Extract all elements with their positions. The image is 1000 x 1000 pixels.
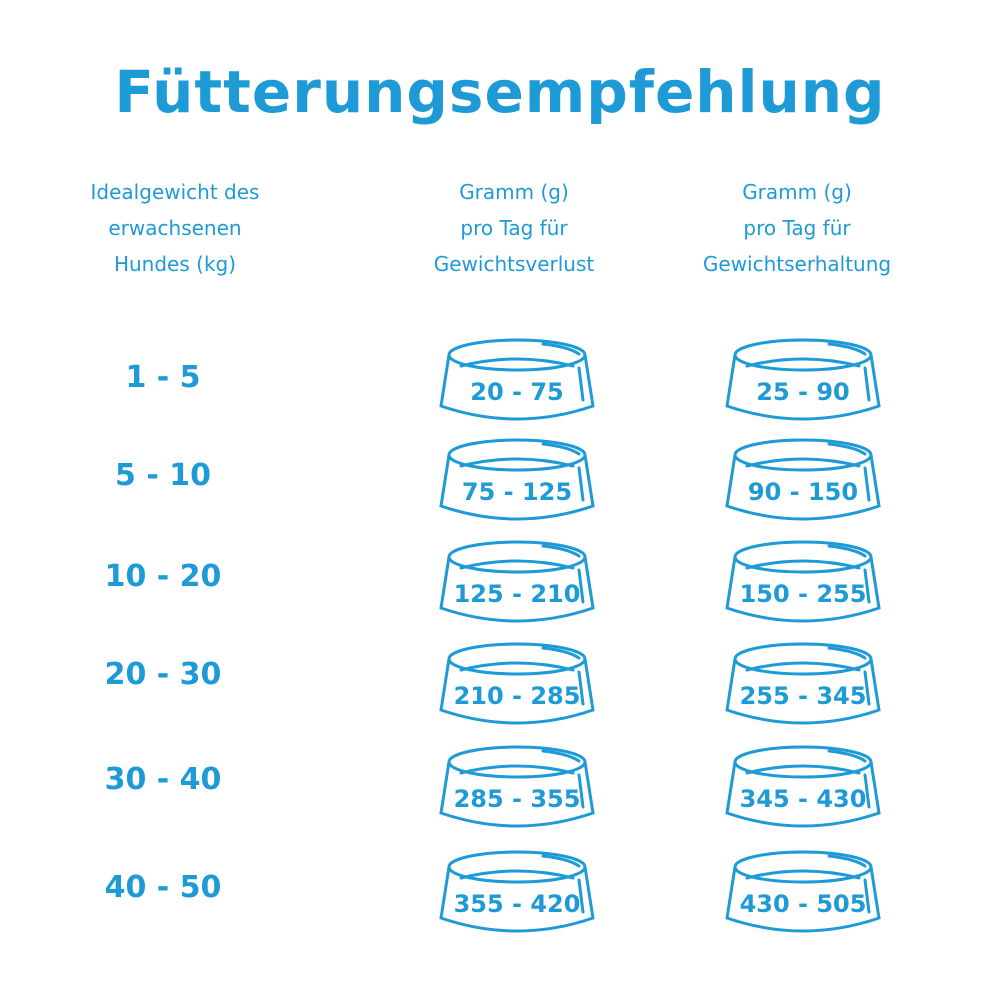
loss-bowl: 355 - 420 bbox=[439, 850, 595, 940]
loss-bowl: 125 - 210 bbox=[439, 540, 595, 630]
weight-range: 20 - 30 bbox=[104, 657, 222, 692]
maintain-bowl: 150 - 255 bbox=[725, 540, 881, 630]
loss-bowl: 20 - 75 bbox=[439, 338, 595, 428]
loss-grams: 125 - 210 bbox=[453, 580, 581, 608]
maintain-grams: 345 - 430 bbox=[739, 785, 867, 813]
maintain-bowl: 25 - 90 bbox=[725, 338, 881, 428]
loss-bowl: 210 - 285 bbox=[439, 642, 595, 732]
maintain-grams: 430 - 505 bbox=[739, 890, 867, 918]
maintain-bowl: 345 - 430 bbox=[725, 745, 881, 835]
loss-bowl: 75 - 125 bbox=[439, 438, 595, 528]
header-weight: Idealgewicht des erwachsenen Hundes (kg) bbox=[90, 180, 260, 276]
loss-grams: 285 - 355 bbox=[453, 785, 581, 813]
loss-grams: 355 - 420 bbox=[453, 890, 581, 918]
maintain-grams: 150 - 255 bbox=[739, 580, 867, 608]
header-maintain: Gramm (g) pro Tag für Gewichtserhaltung bbox=[702, 180, 892, 276]
maintain-grams: 90 - 150 bbox=[747, 478, 859, 506]
weight-range: 40 - 50 bbox=[104, 870, 222, 905]
loss-grams: 20 - 75 bbox=[470, 378, 564, 406]
maintain-grams: 25 - 90 bbox=[756, 378, 850, 406]
header-loss: Gramm (g) pro Tag für Gewichtsverlust bbox=[433, 180, 595, 276]
weight-range: 1 - 5 bbox=[125, 360, 201, 395]
weight-range: 5 - 10 bbox=[115, 458, 211, 493]
loss-grams: 210 - 285 bbox=[453, 682, 581, 710]
loss-grams: 75 - 125 bbox=[461, 478, 573, 506]
maintain-bowl: 255 - 345 bbox=[725, 642, 881, 732]
maintain-bowl: 430 - 505 bbox=[725, 850, 881, 940]
maintain-grams: 255 - 345 bbox=[739, 682, 867, 710]
weight-range: 10 - 20 bbox=[104, 559, 222, 594]
weight-range: 30 - 40 bbox=[104, 762, 222, 797]
page-title: Fütterungsempfehlung bbox=[114, 58, 886, 126]
loss-bowl: 285 - 355 bbox=[439, 745, 595, 835]
maintain-bowl: 90 - 150 bbox=[725, 438, 881, 528]
